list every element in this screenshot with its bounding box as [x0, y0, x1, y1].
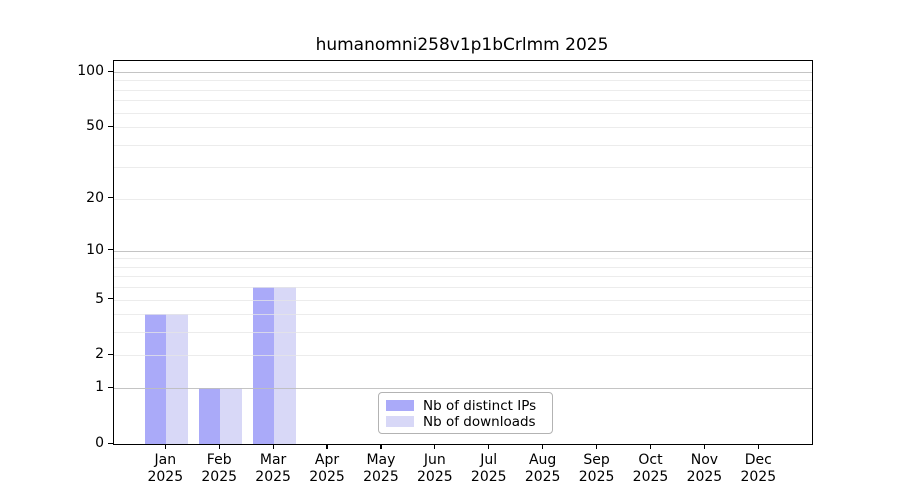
y-tick-mark-10 [108, 249, 113, 251]
y-tick-mark-1 [108, 386, 113, 388]
x-tick-label-nov: Nov 2025 [686, 452, 723, 485]
legend-label-distinct-ips: Nb of distinct IPs [423, 397, 537, 414]
minor-gridline-20 [114, 198, 812, 200]
minor-gridline-50 [114, 127, 812, 129]
legend-label-downloads: Nb of downloads [423, 413, 536, 430]
x-tick-mark-jun [434, 444, 436, 450]
y-tick-label-100: 100 [77, 63, 104, 79]
bar-downloads-jan [166, 314, 188, 444]
y-tick-mark-20 [108, 197, 113, 199]
legend-swatch-downloads [386, 416, 414, 427]
x-tick-mark-jul [488, 444, 490, 450]
bar-distinct-ips-mar [252, 287, 275, 444]
minor-gridline-7 [114, 276, 812, 278]
legend-item-downloads: Nb of downloads [386, 413, 544, 430]
minor-gridline-60 [114, 112, 812, 114]
bar-downloads-feb [220, 388, 242, 444]
minor-gridline-70 [114, 100, 812, 102]
plot-area [113, 60, 813, 445]
legend: Nb of distinct IPs Nb of downloads [378, 392, 553, 434]
bar-distinct-ips-feb [198, 388, 221, 444]
x-tick-label-jul: Jul 2025 [470, 452, 507, 485]
y-tick-label-5: 5 [95, 290, 104, 307]
minor-gridline-6 [114, 287, 812, 289]
y-tick-label-10: 10 [86, 241, 104, 258]
legend-item-distinct-ips: Nb of distinct IPs [386, 397, 544, 414]
y-tick-label-0: 0 [95, 435, 104, 451]
minor-gridline-3 [114, 332, 812, 334]
minor-gridline-40 [114, 144, 812, 146]
minor-gridline-5 [114, 299, 812, 301]
y-tick-label-2: 2 [95, 346, 104, 363]
y-tick-label-20: 20 [86, 189, 104, 206]
y-tick-label-50: 50 [86, 118, 104, 135]
x-tick-label-feb: Feb 2025 [201, 452, 238, 485]
minor-gridline-30 [114, 167, 812, 169]
minor-gridline-80 [114, 89, 812, 91]
major-gridline-1 [114, 388, 812, 390]
x-tick-label-jan: Jan 2025 [147, 452, 184, 485]
x-tick-mark-may [380, 444, 382, 450]
legend-swatch-distinct-ips [386, 400, 414, 411]
x-tick-mark-nov [703, 444, 705, 450]
x-tick-mark-feb [218, 444, 220, 450]
minor-gridline-4 [114, 314, 812, 316]
bars-layer [114, 61, 812, 444]
x-tick-label-jun: Jun 2025 [417, 452, 453, 485]
x-tick-mark-mar [272, 444, 274, 450]
x-tick-label-mar: Mar 2025 [255, 452, 291, 485]
x-tick-label-aug: Aug 2025 [524, 452, 561, 485]
x-tick-mark-oct [649, 444, 652, 450]
chart-title: humanomni258v1p1bCrlmm 2025 [315, 35, 609, 55]
major-gridline-10 [114, 250, 812, 252]
x-tick-mark-sep [595, 444, 598, 450]
x-tick-mark-jan [164, 444, 166, 450]
y-tick-mark-5 [108, 298, 113, 300]
x-tick-label-may: May 2025 [363, 452, 399, 485]
minor-gridline-8 [114, 266, 812, 268]
x-tick-label-sep: Sep 2025 [578, 452, 615, 485]
grid-layer [114, 61, 812, 444]
x-tick-label-oct: Oct 2025 [632, 452, 669, 485]
y-tick-mark-0 [108, 442, 113, 444]
major-gridline-100 [114, 72, 812, 73]
minor-gridline-90 [114, 80, 812, 82]
bar-downloads-mar [274, 287, 296, 444]
minor-gridline-9 [114, 258, 812, 260]
y-tick-mark-2 [108, 353, 113, 356]
x-tick-mark-apr [326, 444, 328, 450]
bar-distinct-ips-jan [144, 314, 167, 444]
minor-gridline-2 [114, 355, 812, 357]
y-tick-label-1: 1 [95, 379, 104, 396]
y-tick-mark-100 [108, 70, 113, 72]
x-tick-label-apr: Apr 2025 [309, 452, 345, 485]
y-tick-mark-50 [108, 125, 113, 127]
x-tick-mark-aug [542, 444, 544, 450]
x-tick-label-dec: Dec 2025 [740, 452, 777, 485]
x-tick-mark-dec [757, 444, 759, 450]
